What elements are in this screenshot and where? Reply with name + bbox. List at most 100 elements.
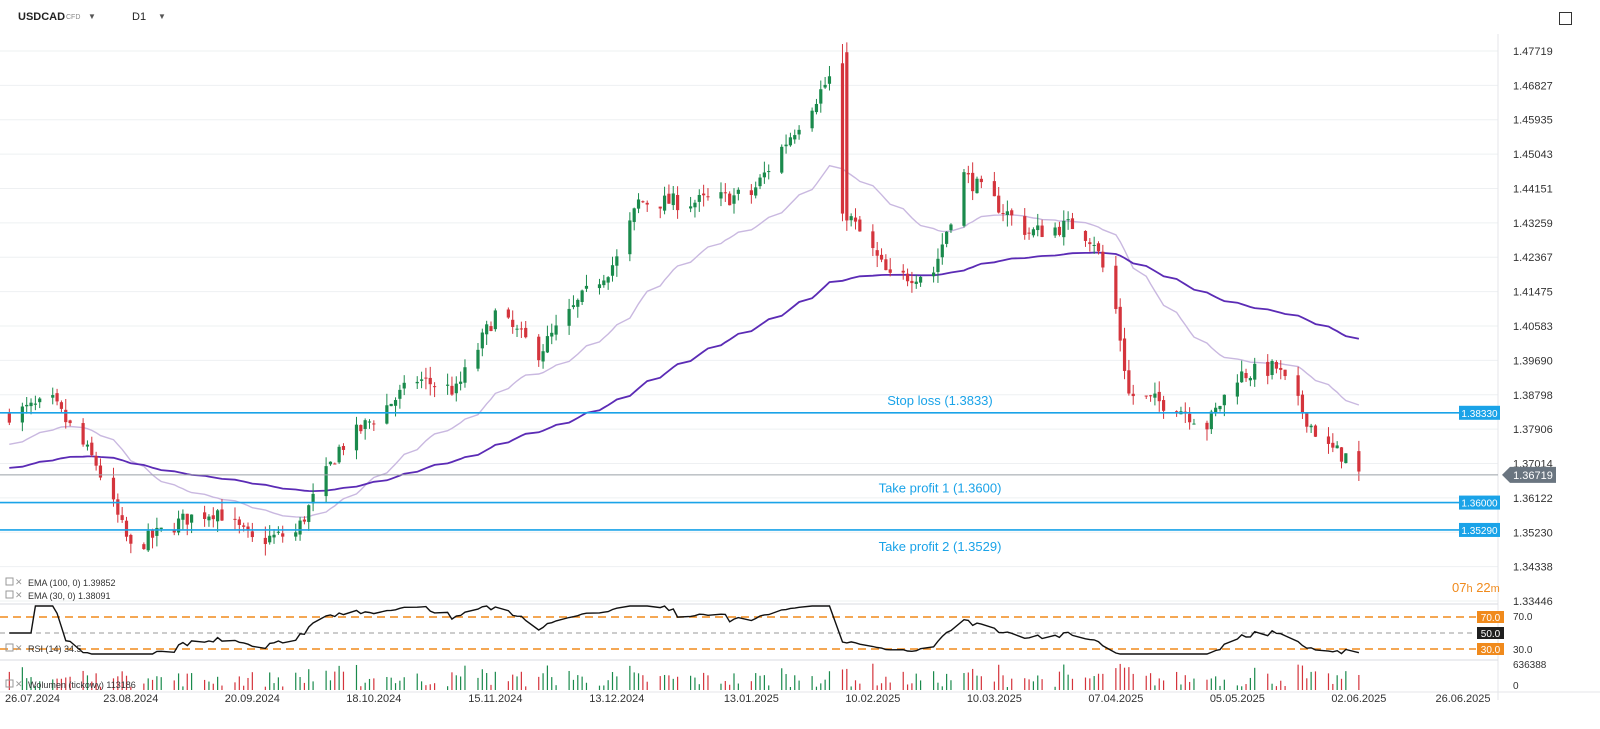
candle-body[interactable] [918, 276, 923, 283]
candle-body[interactable] [1309, 425, 1313, 428]
candle-body[interactable] [662, 195, 667, 211]
candle-body[interactable] [185, 513, 189, 525]
candle-body[interactable] [463, 367, 467, 383]
candle-body[interactable] [793, 135, 797, 140]
candle-body[interactable] [550, 332, 554, 337]
candle-body[interactable] [333, 463, 337, 465]
candle-body[interactable] [506, 309, 510, 318]
candle-body[interactable] [354, 424, 359, 451]
candle-body[interactable] [645, 202, 649, 205]
candle-body[interactable] [298, 520, 302, 535]
candle-body[interactable] [246, 526, 250, 531]
candle-body[interactable] [454, 383, 458, 394]
candle-body[interactable] [281, 533, 285, 537]
candle-body[interactable] [571, 305, 576, 308]
candle-body[interactable] [567, 308, 571, 326]
candle-body[interactable] [1057, 226, 1062, 235]
volume-legend-settings-icon[interactable] [5, 679, 14, 688]
candle-body[interactable] [1279, 367, 1283, 370]
candle-body[interactable] [1092, 244, 1096, 246]
candle-body[interactable] [51, 395, 55, 398]
candle-body[interactable] [537, 336, 541, 361]
ema-100-legend-settings-icon[interactable] [5, 577, 14, 586]
candle-body[interactable] [172, 530, 176, 533]
candle-body[interactable] [1066, 219, 1070, 221]
timeframe-dropdown-chevron-icon[interactable]: ▼ [158, 12, 166, 21]
candle-body[interactable] [1023, 216, 1027, 235]
candle-body[interactable] [176, 518, 181, 533]
candle-body[interactable] [237, 519, 241, 525]
candle-body[interactable] [814, 103, 819, 113]
candle-body[interactable] [914, 281, 918, 284]
candle-body[interactable] [966, 173, 970, 175]
candle-body[interactable] [1244, 372, 1248, 379]
candle-body[interactable] [853, 217, 858, 222]
candle-body[interactable] [884, 259, 888, 271]
candle-body[interactable] [1062, 220, 1066, 238]
candle-body[interactable] [788, 137, 793, 146]
candle-body[interactable] [971, 172, 975, 192]
candle-body[interactable] [268, 535, 272, 543]
candle-body[interactable] [541, 351, 545, 362]
candle-body[interactable] [1253, 363, 1257, 380]
candle-body[interactable] [641, 201, 645, 203]
candle-body[interactable] [1122, 338, 1127, 371]
candle-body[interactable] [203, 512, 207, 520]
candle-body[interactable] [1027, 232, 1031, 234]
candle-body[interactable] [1118, 306, 1122, 341]
candle-body[interactable] [1192, 423, 1196, 425]
candle-body[interactable] [758, 177, 762, 187]
candle-body[interactable] [1248, 378, 1252, 381]
candle-body[interactable] [1148, 395, 1153, 397]
candle-body[interactable] [1040, 225, 1044, 237]
candle-body[interactable] [1083, 230, 1088, 241]
timeframe-selector[interactable]: D1 [132, 11, 147, 23]
symbol-name[interactable]: USDCAD [18, 11, 66, 23]
candle-body[interactable] [519, 328, 523, 330]
candle-body[interactable] [59, 402, 64, 409]
candle-body[interactable] [992, 181, 996, 197]
candle-body[interactable] [111, 477, 116, 500]
candle-body[interactable] [658, 206, 662, 209]
candle-body[interactable] [784, 144, 788, 147]
candle-body[interactable] [81, 423, 85, 445]
candle-body[interactable] [1305, 412, 1309, 427]
candle-body[interactable] [901, 270, 905, 273]
candle-body[interactable] [840, 63, 845, 214]
candle-body[interactable] [124, 520, 129, 537]
candle-body[interactable] [819, 89, 823, 104]
candle-body[interactable] [975, 178, 979, 194]
volume-legend-close-icon[interactable]: ✕ [15, 679, 23, 689]
candle-body[interactable] [432, 386, 437, 388]
candle-body[interactable] [68, 420, 72, 424]
candle-body[interactable] [1240, 371, 1244, 383]
candle-body[interactable] [940, 244, 944, 258]
candle-body[interactable] [424, 377, 428, 379]
candle-body[interactable] [489, 326, 493, 331]
candle-body[interactable] [1222, 394, 1226, 406]
candle-body[interactable] [1335, 445, 1339, 449]
candle-body[interactable] [493, 310, 497, 330]
candle-body[interactable] [415, 381, 419, 384]
candle-body[interactable] [94, 456, 98, 466]
candle-body[interactable] [732, 195, 736, 204]
candle-body[interactable] [610, 265, 615, 276]
candle-body[interactable] [554, 325, 558, 335]
candle-body[interactable] [276, 531, 280, 533]
candle-body[interactable] [159, 527, 163, 529]
candle-body[interactable] [1088, 242, 1092, 245]
candle-body[interactable] [398, 389, 402, 399]
candle-body[interactable] [762, 172, 766, 178]
candle-body[interactable] [823, 84, 827, 88]
candle-body[interactable] [827, 76, 832, 84]
candle-body[interactable] [979, 178, 983, 183]
candle-body[interactable] [1296, 375, 1300, 396]
candle-body[interactable] [1270, 360, 1274, 376]
candle-body[interactable] [545, 336, 550, 353]
candle-body[interactable] [367, 421, 372, 423]
candle-body[interactable] [1331, 442, 1335, 448]
candle-body[interactable] [723, 192, 727, 194]
candle-body[interactable] [294, 532, 298, 537]
candle-body[interactable] [324, 466, 328, 497]
